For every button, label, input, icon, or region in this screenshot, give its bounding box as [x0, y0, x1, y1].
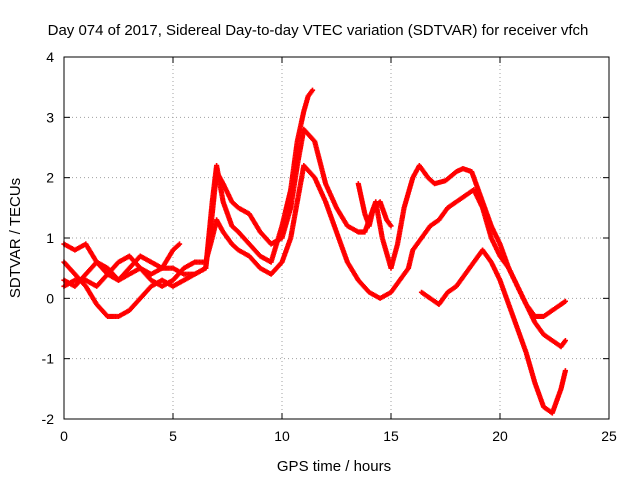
x-tick-label: 15	[383, 428, 399, 444]
data-point	[176, 241, 183, 247]
data-point	[562, 298, 568, 304]
y-axis-label: SDTVAR / TECUs	[7, 178, 24, 298]
x-tick-label: 20	[492, 428, 508, 444]
x-tick-label: 5	[169, 428, 177, 444]
data-point	[562, 337, 568, 344]
data-point	[562, 368, 568, 374]
series-track-3	[61, 163, 568, 350]
series-track-4	[61, 241, 183, 289]
y-tick-label: 3	[46, 109, 54, 125]
x-axis-label: GPS time / hours	[277, 458, 391, 475]
data-points	[61, 87, 568, 416]
series-track-2	[61, 126, 568, 320]
y-tick-label: -1	[42, 351, 55, 367]
series-track-6	[355, 181, 394, 229]
data-point	[309, 87, 316, 93]
x-tick-label: 10	[274, 428, 290, 444]
y-tick-label: 2	[46, 170, 54, 186]
y-tick-label: 4	[46, 49, 54, 65]
data-point	[388, 223, 394, 229]
y-tick-label: 0	[46, 290, 54, 306]
axis-ticks: 0 5 10 15 20 25 -2 -1 0 1 2 3 4	[42, 49, 617, 444]
series-track-5	[418, 247, 568, 416]
x-tick-label: 25	[601, 428, 617, 444]
y-tick-label: 1	[46, 230, 54, 246]
chart-title: Day 074 of 2017, Sidereal Day-to-day VTE…	[48, 22, 589, 39]
y-tick-label: -2	[42, 411, 55, 427]
x-tick-label: 0	[60, 428, 68, 444]
